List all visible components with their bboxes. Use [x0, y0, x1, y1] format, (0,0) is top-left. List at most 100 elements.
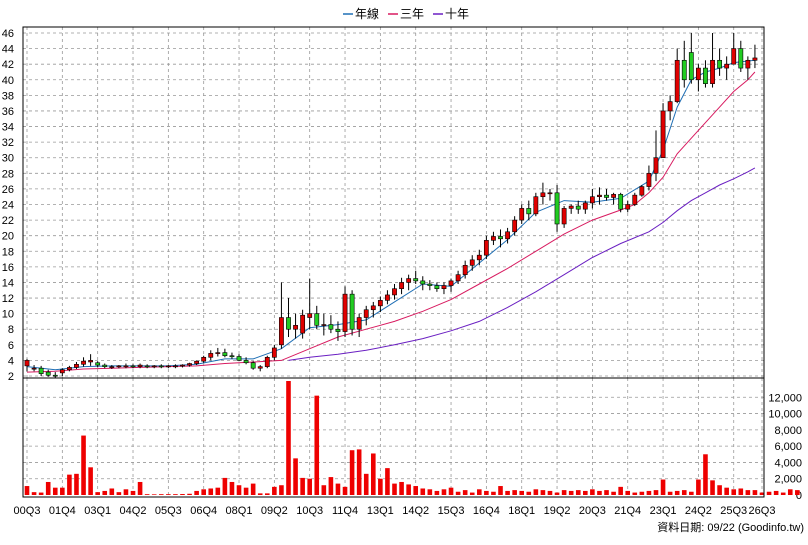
candle-body: [660, 110, 666, 159]
volume-bar: [243, 487, 249, 495]
volume-bar: [60, 487, 65, 495]
candle-body: [286, 317, 291, 330]
candle-body: [243, 360, 249, 364]
volume-bar: [519, 490, 525, 495]
volume-bar: [484, 490, 489, 495]
volume-bar: [759, 492, 765, 495]
x-tick-label: 16Q4: [473, 505, 500, 517]
candle-body: [618, 194, 624, 210]
volume-bar: [540, 490, 546, 495]
candle-body: [165, 365, 171, 368]
price-tick-label: 46: [2, 28, 14, 40]
volume-bar: [477, 489, 482, 495]
candle-body: [582, 202, 588, 210]
x-tick-label: 18Q1: [508, 505, 535, 517]
candle-body: [208, 353, 214, 358]
x-tick-label: 00Q3: [14, 505, 41, 517]
data-date-footer: 資料日期: 09/22 (Goodinfo.tw): [657, 520, 804, 534]
volume-bar: [307, 478, 312, 495]
volume-bar: [731, 489, 737, 495]
volume-bar: [363, 473, 369, 495]
volume-tick-label: 12,000: [768, 392, 802, 404]
candle-body: [547, 192, 553, 195]
volume-bar: [674, 490, 680, 495]
candle-body: [639, 186, 645, 196]
candle-body: [646, 173, 652, 187]
candle-body: [250, 362, 256, 369]
volume-bar: [144, 494, 150, 495]
candle-body: [434, 285, 440, 289]
volume-bars: [24, 381, 800, 495]
price-tick-label: 26: [2, 184, 14, 196]
volume-bar: [314, 395, 320, 495]
volume-bar: [272, 486, 277, 495]
volume-bar: [300, 477, 305, 495]
ma-line: [288, 167, 756, 361]
candle-body: [745, 59, 751, 69]
candle-body: [356, 317, 362, 330]
candle-body: [293, 325, 298, 330]
price-y-axis: 2468101214161820222426283032343638404244…: [2, 28, 14, 383]
volume-tick-label: 8,000: [774, 425, 802, 437]
candle-body: [24, 360, 30, 367]
candle-body: [123, 365, 129, 368]
volume-bar: [717, 485, 722, 495]
volume-bar: [38, 492, 44, 495]
candle-body: [604, 194, 609, 198]
price-tick-label: 6: [8, 340, 14, 352]
volume-bar: [279, 485, 284, 495]
x-tick-label: 08Q1: [226, 505, 253, 517]
candle-body: [575, 205, 581, 210]
volume-bar: [349, 450, 355, 495]
x-axis: 00Q3 01Q4 03Q1 04Q2 05Q3 06Q4 08Q1 09Q2 10Q3 11Q4…: [14, 505, 776, 517]
volume-tick-label: 10,000: [768, 409, 802, 421]
x-tick-label: 23Q1: [650, 505, 677, 517]
volume-bar: [137, 481, 143, 495]
candle-body: [130, 365, 136, 368]
candle-body: [512, 219, 518, 233]
volume-bar: [24, 486, 30, 495]
candle-body: [328, 324, 334, 330]
volume-bar: [766, 491, 772, 495]
volume-bar: [639, 491, 645, 495]
candle-body: [370, 305, 376, 311]
candle-body: [264, 356, 270, 367]
x-tick-label: 13Q1: [367, 505, 394, 517]
volume-bar: [710, 480, 715, 495]
volume-bar: [31, 492, 37, 495]
volume-bar: [434, 490, 440, 495]
volume-bar: [526, 491, 532, 495]
price-tick-label: 30: [2, 153, 14, 165]
x-tick-label: 24Q2: [685, 505, 712, 517]
candle-body: [236, 356, 242, 361]
moving-average-lines: [26, 59, 756, 373]
candle-body: [483, 240, 489, 256]
candle-body: [194, 360, 200, 364]
volume-bar: [724, 487, 729, 495]
volume-bar: [166, 494, 171, 495]
volume-bar: [512, 490, 517, 495]
volume-bar: [752, 490, 758, 495]
price-tick-label: 10: [2, 309, 14, 321]
volume-bar: [491, 491, 496, 495]
candle-body: [257, 366, 263, 369]
volume-bar: [201, 489, 206, 495]
volume-bar: [780, 492, 786, 495]
volume-bar: [123, 489, 129, 495]
candle-body: [74, 364, 79, 368]
volume-bar: [413, 486, 419, 495]
candle-body: [314, 313, 320, 326]
x-tick-label: 10Q3: [296, 505, 323, 517]
candle-body: [519, 208, 525, 221]
candle-body: [540, 192, 546, 198]
price-tick-label: 44: [2, 44, 14, 56]
x-tick-label: 01Q4: [49, 505, 76, 517]
candle-body: [476, 254, 482, 261]
volume-bar: [441, 489, 447, 495]
volume-grid: [23, 378, 764, 497]
volume-bar: [215, 487, 221, 495]
price-tick-label: 14: [2, 277, 14, 289]
price-tick-label: 4: [8, 355, 14, 367]
candle-body: [81, 360, 86, 365]
